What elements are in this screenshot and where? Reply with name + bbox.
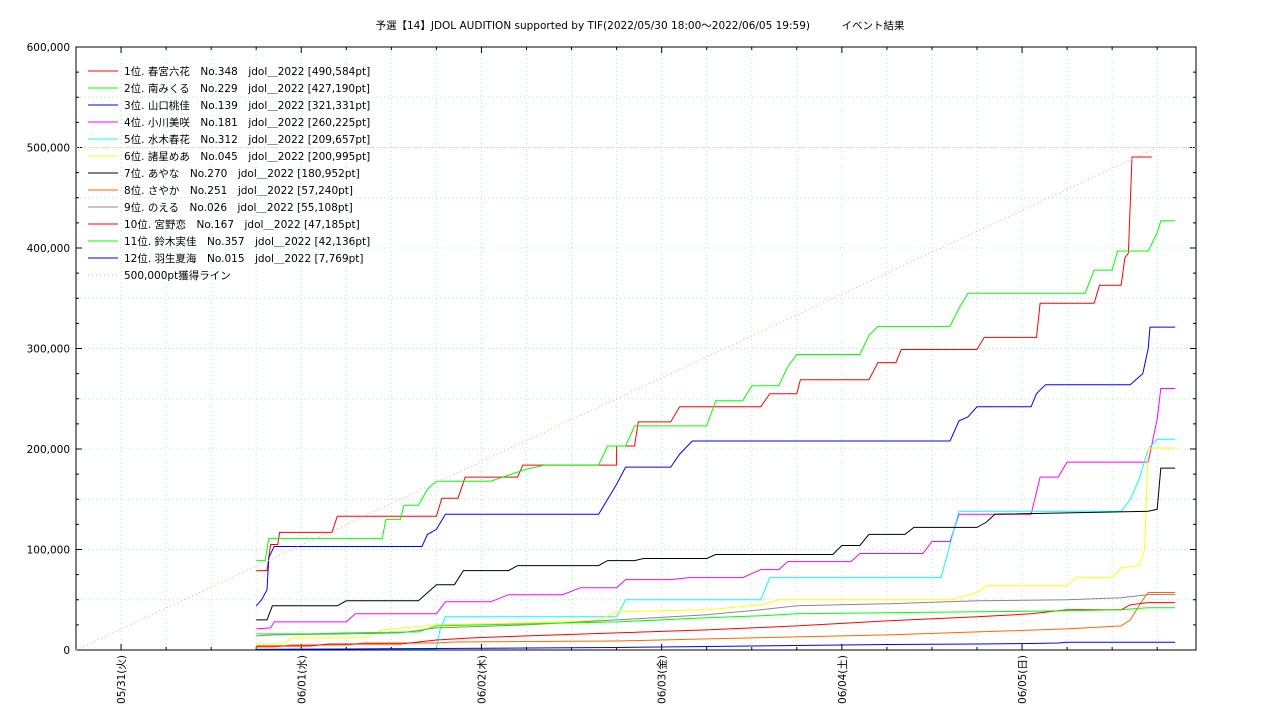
- legend-label: 5位. 水木春花 No.312 jdol＿2022 [209,657pt]: [124, 133, 370, 146]
- series-line: [256, 156, 1152, 572]
- legend-label: 2位. 南みくる No.229 jdol＿2022 [427,190pt]: [124, 82, 370, 95]
- plot-frame: [75, 46, 1197, 651]
- x-tick-label: 06/05(日): [1017, 655, 1029, 704]
- legend-label: 4位. 小川美咲 No.181 jdol＿2022 [260,225pt]: [124, 116, 370, 129]
- x-tick-label: 06/04(土): [836, 655, 849, 704]
- x-axis: 05/31(火) 06/01(水) 06/02(木) 06/03(金) 06/04(土)…: [116, 655, 1029, 704]
- legend-label: 9位. のえる No.026 jdol＿2022 [55,108pt]: [124, 201, 353, 214]
- x-tick-label: 06/02(木): [476, 655, 488, 704]
- legend-label: 500,000pt獲得ライン: [124, 269, 231, 282]
- y-tick-label: 0: [63, 645, 70, 657]
- legend-label: 8位. さやか No.251 jdol＿2022 [57,240pt]: [124, 184, 353, 197]
- series-line: [256, 607, 1176, 635]
- legend: 1位. 春宮六花 No.348 jdol＿2022 [490,584pt] 2位.…: [88, 65, 370, 282]
- series-lines: [75, 147, 1196, 651]
- legend-label: 12位. 羽生夏海 No.015 jdol＿2022 [7,769pt]: [124, 252, 364, 265]
- series-line: [256, 467, 1176, 621]
- series-line: [256, 438, 1176, 650]
- y-tick-label: 400,000: [27, 243, 70, 255]
- series-line: [256, 641, 1176, 650]
- series-line: [256, 602, 1176, 647]
- series-line: [256, 220, 1176, 562]
- legend-label: 1位. 春宮六花 No.348 jdol＿2022 [490,584pt]: [124, 65, 370, 78]
- series-line: [256, 388, 1176, 630]
- y-tick-label: 500,000: [27, 143, 70, 155]
- legend-label: 3位. 山口桃佳 No.139 jdol＿2022 [321,331pt]: [124, 99, 370, 112]
- legend-label: 6位. 諸星めあ No.045 jdol＿2022 [200,995pt]: [124, 150, 370, 163]
- series-line: [256, 592, 1176, 648]
- legend-label: 7位. あやな No.270 jdol＿2022 [180,952pt]: [124, 167, 360, 180]
- y-tick-label: 600,000: [27, 42, 70, 54]
- series-line: [256, 594, 1176, 637]
- legend-label: 10位. 宮野恋 No.167 jdol＿2022 [47,185pt]: [124, 218, 360, 231]
- series-line: [75, 147, 1158, 651]
- y-tick-label: 200,000: [27, 444, 70, 456]
- chart-title: 予選【14】JDOL AUDITION supported by TIF(202…: [375, 20, 905, 32]
- x-tick-label: 05/31(火): [116, 655, 128, 704]
- y-tick-label: 300,000: [27, 344, 70, 356]
- x-tick-label: 06/03(金): [656, 655, 669, 704]
- y-axis: 0 100,000 200,000 300,000 400,000 500,000 600,…: [27, 42, 70, 657]
- y-tick-label: 100,000: [27, 545, 70, 557]
- series-line: [255, 326, 1176, 607]
- legend-label: 11位. 鈴木実佳 No.357 jdol＿2022 [42,136pt]: [124, 235, 370, 248]
- x-tick-label: 06/01(水): [296, 655, 308, 704]
